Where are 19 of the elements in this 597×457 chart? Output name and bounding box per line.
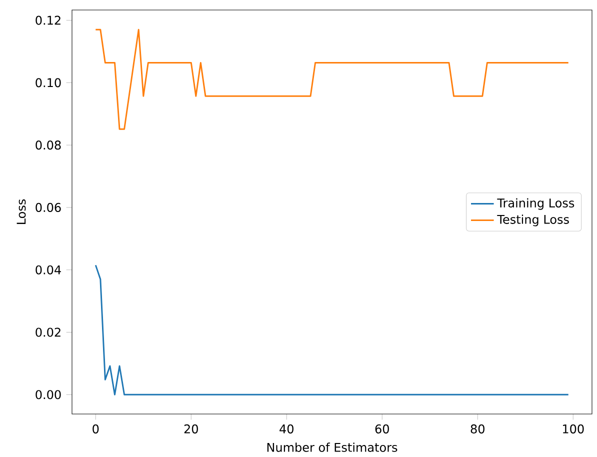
x-axis-title: Number of Estimators: [267, 442, 398, 452]
y-tick-label: 0.10: [36, 78, 61, 88]
y-tick-label: 0.08: [36, 140, 61, 150]
x-tick-label: 20: [184, 424, 198, 434]
x-tick-label: 40: [280, 424, 294, 434]
y-axis-title: Loss: [16, 199, 26, 224]
legend-label: Testing Loss: [497, 214, 569, 226]
x-tick-label: 100: [562, 424, 584, 434]
y-tick-label: 0.12: [36, 16, 60, 25]
y-tick-label: 0.06: [36, 202, 61, 212]
legend-label: Training Loss: [497, 198, 574, 210]
x-tick-label: 0: [92, 424, 99, 434]
x-tick-label: 60: [375, 424, 389, 434]
y-tick-label: 0.04: [36, 265, 61, 274]
x-tick-label: 80: [470, 424, 484, 434]
y-tick-label: 0.02: [36, 328, 60, 337]
line-series: [94, 264, 570, 396]
line-series: [94, 28, 570, 130]
y-tick-label: 0.00: [36, 390, 61, 400]
